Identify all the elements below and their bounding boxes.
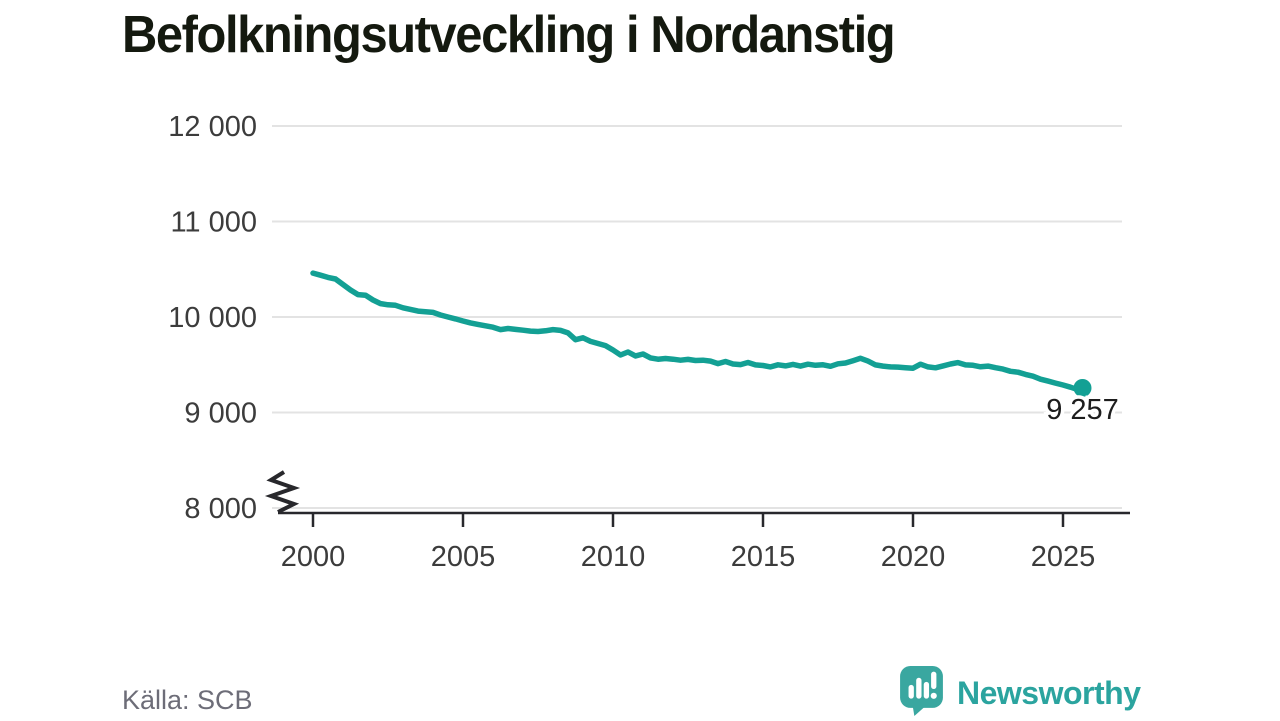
x-axis-tick-label: 2005 xyxy=(431,541,496,573)
page-title: Befolkningsutveckling i Nordanstig xyxy=(122,6,896,64)
y-axis-tick-label: 9 000 xyxy=(184,398,257,430)
y-axis-tick-label: 10 000 xyxy=(168,302,257,334)
source-caption: Källa: SCB xyxy=(122,685,253,715)
x-axis-tick-label: 2000 xyxy=(281,541,346,573)
axis-break-icon xyxy=(264,470,301,514)
y-axis-tick-label: 12 000 xyxy=(168,111,257,143)
y-axis-tick-label: 8 000 xyxy=(184,493,257,525)
y-axis-tick-label: 11 000 xyxy=(170,207,257,239)
newsworthy-logo: Newsworthy xyxy=(899,665,1141,721)
newsworthy-speech-bubble-chart-icon xyxy=(899,665,944,721)
newsworthy-wordmark: Newsworthy xyxy=(957,674,1141,711)
population-trend-line xyxy=(310,270,1086,393)
end-value-label: 9 257 xyxy=(1046,394,1119,426)
x-axis-tick-label: 2015 xyxy=(731,541,796,573)
end-point-dot xyxy=(1073,378,1092,397)
x-axis-tick-label: 2025 xyxy=(1031,541,1096,573)
x-axis-tick-label: 2010 xyxy=(581,541,646,573)
x-axis-tick-label: 2020 xyxy=(881,541,946,573)
